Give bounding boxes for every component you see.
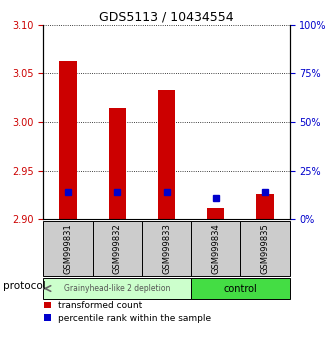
Text: protocol: protocol bbox=[3, 281, 46, 291]
Bar bbox=[109, 108, 126, 219]
Text: control: control bbox=[223, 284, 257, 293]
Bar bbox=[59, 61, 77, 219]
Text: GSM999832: GSM999832 bbox=[113, 223, 122, 274]
Bar bbox=[256, 194, 274, 219]
Bar bbox=[207, 208, 224, 219]
Text: GSM999831: GSM999831 bbox=[63, 223, 73, 274]
Bar bbox=[240, 221, 290, 276]
Text: Grainyhead-like 2 depletion: Grainyhead-like 2 depletion bbox=[64, 284, 170, 293]
Bar bbox=[191, 221, 240, 276]
Text: GSM999834: GSM999834 bbox=[211, 223, 220, 274]
Text: GSM999833: GSM999833 bbox=[162, 223, 171, 274]
Legend: transformed count, percentile rank within the sample: transformed count, percentile rank withi… bbox=[44, 301, 211, 323]
Text: GSM999835: GSM999835 bbox=[260, 223, 270, 274]
Title: GDS5113 / 10434554: GDS5113 / 10434554 bbox=[99, 11, 234, 24]
Bar bbox=[142, 221, 191, 276]
Bar bbox=[43, 278, 191, 299]
Bar bbox=[158, 90, 175, 219]
Bar bbox=[93, 221, 142, 276]
Bar bbox=[43, 221, 93, 276]
Bar bbox=[191, 278, 290, 299]
